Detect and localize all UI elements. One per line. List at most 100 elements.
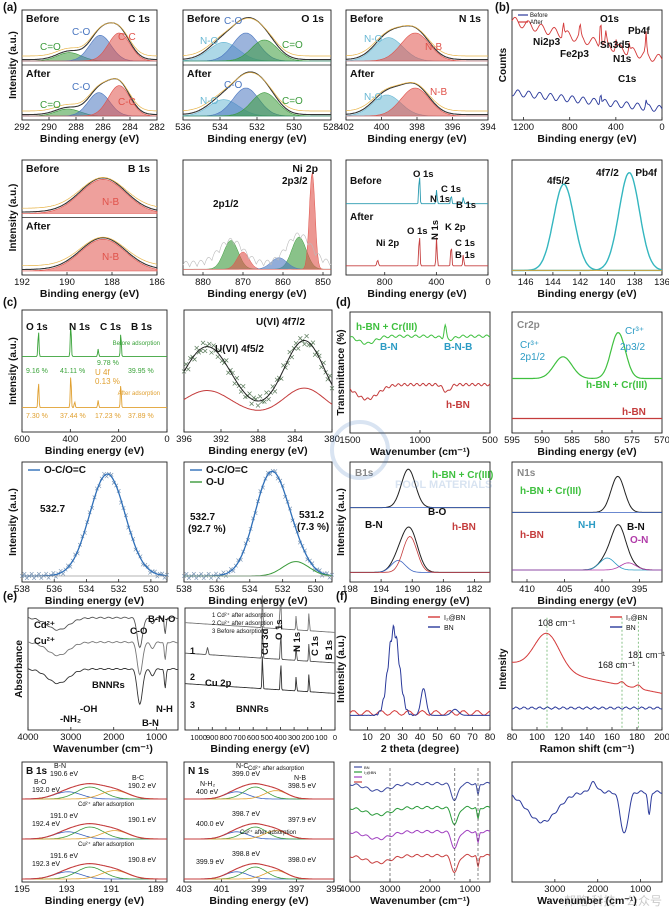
background-line (345, 82, 488, 112)
annotation: Ni 2p (376, 238, 399, 249)
x-axis-label: Binding energy (eV) (45, 895, 144, 907)
series-line (346, 177, 488, 205)
component-peak (184, 866, 334, 880)
annotation: N-B (430, 87, 448, 98)
annotation: 190.1 eV (128, 817, 156, 824)
annotation: B-N (54, 763, 66, 770)
x-tick-label: 195 (14, 884, 30, 895)
legend-label: O-C/O=C (44, 465, 86, 476)
chart-title: O 1s (301, 13, 324, 25)
annotation: C=O (40, 42, 61, 53)
x-axis-label: Binding energy (eV) (208, 445, 307, 457)
data-point (247, 391, 252, 396)
x-tick-label: 2000 (419, 884, 440, 895)
x-tick-label: 50 (432, 732, 443, 743)
annotation: O 1s (274, 619, 285, 640)
annotation: (92.7 %) (188, 524, 226, 535)
x-tick-label: 401 (214, 884, 230, 895)
x-tick-label: 528 (323, 122, 339, 133)
chart-d1: 1500 1000 500 Wavenumber (cm⁻¹) Transmittanc… (336, 311, 498, 458)
x-tick-label: 290 (41, 122, 57, 133)
series-line (22, 377, 167, 409)
envelope-line (346, 25, 488, 61)
annotation: C 1s (455, 238, 475, 249)
annotation: 9.78 % (97, 360, 119, 367)
panel-letter: (f) (336, 591, 348, 603)
x-tick-label: 180 (629, 732, 645, 743)
chart-title: N 1s (459, 13, 481, 25)
x-tick-label: 10 (362, 732, 373, 743)
data-point (249, 401, 254, 407)
x-tick-label: 120 (554, 732, 570, 743)
chart-e4: 403 401 399 397 395 Binding energy (eV) N 1s N-… (176, 761, 342, 907)
panel-letter: (a) (3, 2, 17, 14)
x-axis-label: Binding energy (eV) (537, 595, 636, 607)
chart-title: B 1s (128, 163, 150, 175)
annotation: C-O (72, 27, 91, 38)
plot-frame (511, 761, 663, 883)
series-line (184, 595, 335, 633)
x-tick-label: 530 (308, 584, 324, 595)
annotation: 190.8 eV (128, 857, 156, 864)
x-tick-label: 0 (333, 733, 337, 742)
series-line (512, 632, 663, 694)
y-axis-label: Absorbance (14, 640, 25, 698)
data-point (224, 358, 229, 363)
x-axis-label: Binding energy (eV) (207, 288, 306, 300)
background-line (22, 177, 158, 209)
x-tick-label: 286 (95, 122, 111, 133)
series-line (27, 667, 179, 706)
x-axis-label: Wavenumber (cm⁻¹) (370, 895, 470, 907)
annotation: Cd²⁺ (34, 620, 55, 631)
x-tick-label: 2000 (587, 884, 608, 895)
annotation: h-BN (622, 407, 646, 418)
annotation: O 1s (26, 322, 48, 333)
annotation: h-BN + Cr(III) (356, 322, 417, 333)
annotation: B-N (627, 522, 645, 533)
annotation: Cr³⁺ (625, 326, 644, 337)
background-line (22, 78, 157, 112)
x-tick-label: 40 (415, 732, 426, 743)
x-tick-label: 20 (380, 732, 391, 743)
x-tick-label: 140 (600, 277, 616, 288)
x-tick-label: 850 (315, 277, 331, 288)
series-line (184, 625, 335, 664)
x-tick-label: 3000 (60, 732, 81, 743)
series-line (511, 16, 663, 62)
annotation: C 1s (441, 184, 461, 195)
legend-label: BN (444, 625, 454, 632)
legend-label: After (530, 20, 543, 26)
data-point (202, 348, 208, 354)
envelope-line (22, 177, 158, 213)
annotation: 2p3/2 (620, 342, 645, 353)
data-point (191, 571, 196, 576)
plot-frame (511, 461, 663, 583)
data-point (206, 571, 211, 576)
series-line (27, 641, 179, 676)
x-tick-label: 585 (564, 435, 580, 446)
x-tick-label: 3000 (379, 884, 400, 895)
x-tick-label: 144 (545, 277, 561, 288)
stack-label: Before (187, 13, 220, 25)
component-peak (21, 178, 158, 214)
x-axis-label: Binding energy (eV) (367, 133, 466, 145)
x-tick-label: 1000 (459, 884, 480, 895)
watermark-corner: 邦略 科技 · 公众号 (564, 893, 662, 908)
x-tick-label: 534 (242, 584, 258, 595)
annotation: After adsorption (118, 391, 160, 397)
x-tick-label: 400 (428, 277, 444, 288)
annotation: N-H (578, 520, 596, 531)
annotation: 2p1/2 (213, 199, 239, 210)
x-tick-label: 870 (235, 277, 251, 288)
annotation: N 1s (430, 194, 450, 205)
chart-title: Ni 2p (292, 163, 318, 175)
stack-label: Before (26, 13, 59, 25)
x-tick-label: 0 (485, 277, 490, 288)
annotation: After (350, 212, 373, 223)
x-tick-label: 538 (176, 584, 192, 595)
background-line (22, 236, 158, 267)
x-tick-label: 530 (286, 122, 302, 133)
